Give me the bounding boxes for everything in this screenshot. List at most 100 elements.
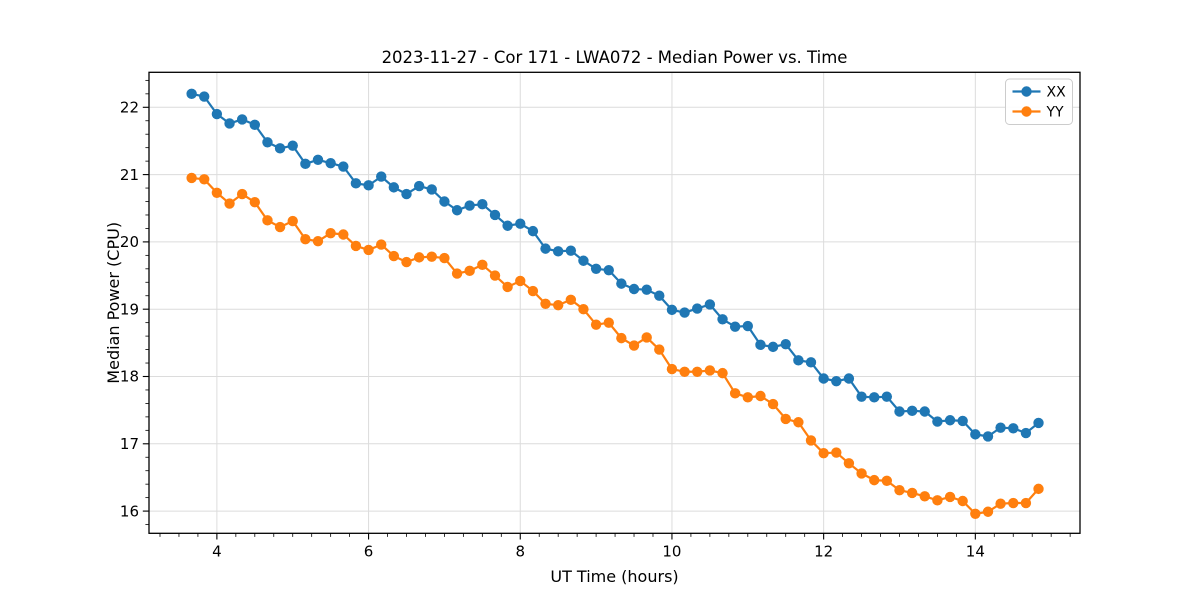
data-point-marker bbox=[818, 448, 829, 459]
data-point-marker bbox=[805, 435, 817, 446]
data-point-marker bbox=[603, 317, 614, 328]
data-point-marker bbox=[767, 398, 779, 410]
data-point-marker bbox=[755, 339, 766, 351]
data-point-marker bbox=[489, 209, 501, 221]
data-point-marker bbox=[831, 376, 842, 387]
data-point-marker bbox=[565, 245, 577, 256]
data-point-marker bbox=[995, 498, 1006, 509]
data-point-marker bbox=[199, 174, 210, 185]
data-point-marker bbox=[401, 188, 412, 200]
data-point-marker bbox=[388, 250, 400, 262]
data-point-marker bbox=[767, 341, 779, 353]
data-point-marker bbox=[654, 290, 665, 301]
data-point-marker bbox=[515, 218, 526, 229]
data-point-marker bbox=[957, 415, 968, 427]
data-point-marker bbox=[262, 137, 273, 148]
data-point-marker bbox=[641, 332, 652, 343]
legend-marker-sample bbox=[1021, 86, 1032, 97]
data-point-marker bbox=[856, 391, 867, 402]
data-point-marker bbox=[464, 265, 475, 277]
data-point-marker bbox=[679, 366, 690, 377]
data-point-marker bbox=[755, 390, 766, 402]
x-axis: 4 6 8 10 12 14 bbox=[159, 533, 1071, 560]
x-tick-label: 10 bbox=[662, 542, 681, 560]
data-point-marker bbox=[742, 392, 753, 403]
data-point-marker bbox=[729, 388, 741, 399]
data-point-marker bbox=[451, 205, 463, 216]
data-point-marker bbox=[679, 307, 690, 318]
data-point-marker bbox=[590, 319, 602, 330]
data-point-marker bbox=[211, 108, 223, 120]
gridlines bbox=[149, 72, 1080, 534]
data-point-marker bbox=[818, 373, 829, 384]
data-point-marker bbox=[274, 143, 286, 154]
x-tick-label: 4 bbox=[212, 542, 222, 560]
data-point-marker bbox=[376, 239, 387, 250]
x-axis-label: UT Time (hours) bbox=[550, 567, 678, 586]
data-point-marker bbox=[578, 303, 589, 315]
y-tick-label: 18 bbox=[120, 368, 139, 386]
data-point-marker bbox=[565, 294, 577, 305]
data-point-marker bbox=[363, 244, 374, 256]
data-point-marker bbox=[515, 275, 526, 287]
data-point-marker bbox=[477, 259, 488, 270]
data-point-marker bbox=[1033, 417, 1044, 429]
axes-frame bbox=[148, 71, 1081, 534]
plot-area: 4 6 8 10 12 14 16 17 18 19 20 21 22 bbox=[120, 71, 1081, 560]
data-point-marker bbox=[641, 284, 652, 295]
legend-entry-yy: YY bbox=[1012, 104, 1065, 120]
data-point-marker bbox=[376, 171, 387, 182]
y-tick-label: 16 bbox=[120, 502, 139, 520]
data-point-marker bbox=[552, 246, 564, 257]
data-point-marker bbox=[995, 422, 1006, 433]
series-xx bbox=[186, 88, 1044, 442]
data-point-marker bbox=[919, 406, 930, 417]
x-tick-label: 14 bbox=[966, 542, 985, 560]
data-point-marker bbox=[869, 392, 880, 403]
data-point-marker bbox=[704, 365, 716, 376]
legend-label: XX bbox=[1047, 84, 1067, 100]
data-point-marker bbox=[843, 373, 855, 384]
data-point-marker bbox=[906, 487, 918, 499]
data-point-marker bbox=[869, 474, 880, 486]
legend-label: YY bbox=[1046, 104, 1065, 120]
data-point-marker bbox=[439, 252, 450, 264]
data-point-marker bbox=[666, 304, 678, 316]
data-point-marker bbox=[957, 495, 968, 507]
data-point-marker bbox=[274, 221, 286, 233]
data-point-marker bbox=[717, 367, 728, 379]
data-point-marker bbox=[426, 251, 437, 262]
data-point-marker bbox=[881, 391, 893, 402]
data-point-marker bbox=[1008, 497, 1019, 509]
data-point-marker bbox=[540, 298, 551, 310]
y-tick-label: 20 bbox=[120, 233, 139, 251]
y-tick-label: 17 bbox=[120, 435, 139, 453]
data-point-marker bbox=[932, 495, 943, 506]
data-point-marker bbox=[982, 506, 994, 517]
data-point-marker bbox=[616, 332, 627, 344]
data-point-marker bbox=[906, 405, 918, 417]
data-point-marker bbox=[249, 196, 260, 208]
data-point-marker bbox=[616, 278, 627, 289]
data-point-marker bbox=[654, 344, 665, 355]
data-point-marker bbox=[729, 321, 741, 332]
x-tick-label: 6 bbox=[364, 542, 374, 560]
data-point-marker bbox=[224, 118, 235, 129]
data-point-marker bbox=[717, 314, 728, 325]
data-point-marker bbox=[199, 91, 210, 102]
data-point-marker bbox=[527, 225, 539, 237]
data-point-marker bbox=[426, 184, 437, 195]
data-point-marker bbox=[236, 114, 248, 125]
data-point-marker bbox=[1008, 423, 1019, 434]
data-point-marker bbox=[628, 340, 640, 351]
data-point-marker bbox=[704, 299, 716, 310]
data-point-marker bbox=[793, 417, 804, 428]
data-point-marker bbox=[970, 508, 981, 519]
data-point-marker bbox=[350, 240, 362, 252]
data-point-marker bbox=[186, 172, 197, 184]
data-point-marker bbox=[325, 227, 336, 239]
data-point-marker bbox=[287, 215, 298, 227]
data-point-marker bbox=[552, 299, 564, 311]
